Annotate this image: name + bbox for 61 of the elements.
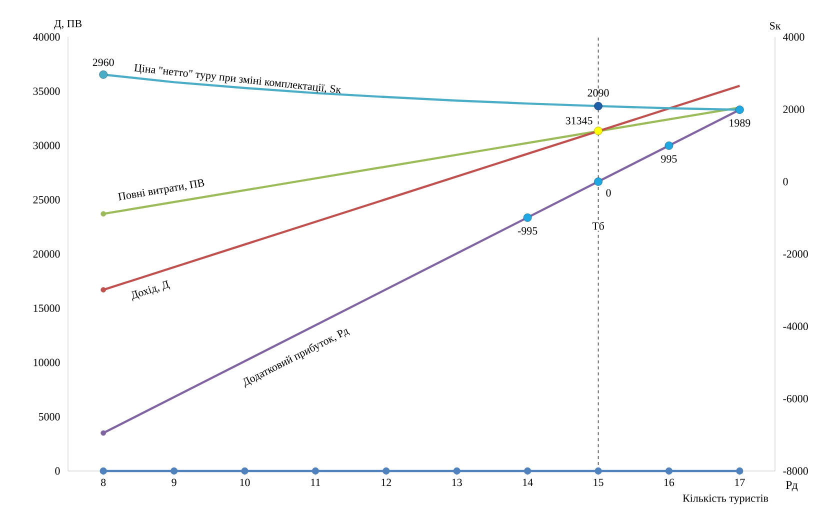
y2-tick-label: -4000 [783, 322, 808, 330]
point [312, 467, 320, 475]
data-label: 2960 [92, 58, 114, 66]
data-label: 31345 [566, 117, 592, 124]
point [594, 177, 602, 186]
data-label: 0 [606, 189, 611, 197]
point [382, 467, 390, 475]
text: Ціна "нетто" туру при зміні комплектації, Sк [134, 64, 342, 94]
point [664, 141, 674, 150]
x-tick-label: 9 [172, 478, 176, 486]
text: Повні витрати, ПВ [118, 179, 204, 200]
text: Рд [786, 481, 798, 492]
point [594, 467, 602, 475]
y-tick-label: 40000 [33, 33, 60, 41]
point [735, 106, 744, 114]
x-tick-label: 8 [101, 478, 106, 486]
point [100, 430, 106, 436]
point [241, 467, 248, 475]
y-axis-title: Д, ПВ [54, 20, 82, 30]
y-tick-label: 30000 [33, 142, 60, 150]
y2-tick-label: 0 [783, 178, 788, 186]
x-tick-label: 13 [452, 478, 462, 486]
x-tick-label: 15 [594, 478, 604, 486]
point [170, 467, 178, 475]
point [99, 70, 108, 79]
data-label: 995 [661, 155, 677, 163]
point [736, 467, 744, 475]
point [100, 211, 106, 217]
point [524, 467, 532, 475]
y2-tick-label: -2000 [783, 250, 808, 258]
y-tick-label: 35000 [33, 88, 60, 95]
data-label: 1989 [730, 119, 750, 127]
x-tick-label: 16 [664, 478, 674, 486]
x-tick-label: 12 [382, 478, 392, 486]
point [453, 467, 460, 475]
y-tick-label: 0 [55, 467, 60, 475]
point [100, 287, 106, 292]
point [523, 213, 532, 222]
y-tick-label: 10000 [34, 358, 60, 366]
point [100, 467, 107, 475]
x-tick-label: 17 [735, 478, 745, 486]
y2-tick-label: -8000 [783, 467, 808, 475]
text: Дохід, Д [131, 280, 170, 302]
y-tick-label: 20000 [33, 250, 60, 258]
ref-line-label: Тб [592, 222, 604, 230]
point [665, 467, 673, 475]
y-tick-label: 25000 [33, 196, 60, 204]
y2-axis-title: Sк [770, 22, 781, 30]
data-label: -995 [518, 227, 538, 235]
y-tick-label: 5000 [38, 413, 60, 420]
x-tick-label: 10 [240, 478, 250, 486]
point [594, 102, 602, 110]
y2-tick-label: 2000 [783, 106, 804, 114]
x-tick-label: 14 [523, 478, 533, 486]
y2-tick-label: 4000 [783, 33, 804, 41]
x-tick-label: 11 [311, 478, 320, 486]
point [594, 126, 602, 136]
data-label: 2090 [588, 89, 609, 97]
x-axis-title: Кількість туристів [682, 494, 768, 504]
y2-tick-label: -6000 [783, 394, 808, 402]
y-tick-label: 15000 [34, 304, 60, 312]
